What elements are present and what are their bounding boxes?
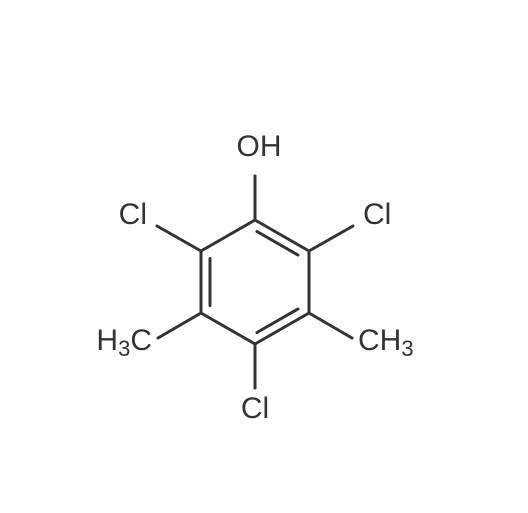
label-cl-top-right: Cl — [363, 198, 391, 231]
label-h3c-left: H3C — [96, 324, 152, 361]
label-ch3-right: CH3 — [358, 324, 414, 361]
label-cl-bottom: Cl — [241, 392, 269, 425]
molecule-diagram: OH Cl CH3 Cl H3C Cl — [0, 0, 528, 513]
label-oh: OH — [237, 130, 282, 163]
label-cl-top-left: Cl — [119, 198, 147, 231]
